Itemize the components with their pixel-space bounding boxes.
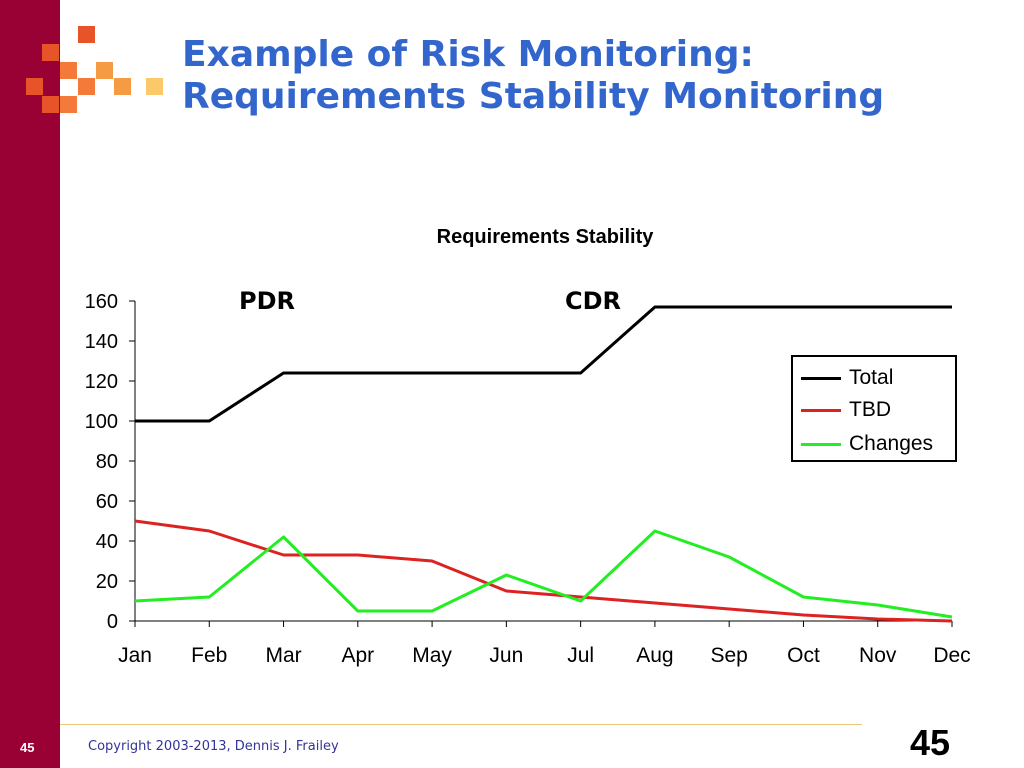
chart-title: Requirements Stability — [436, 226, 654, 248]
legend-item-tbd: TBD — [801, 395, 891, 425]
legend-label-total: Total — [849, 366, 894, 389]
legend-item-changes: Changes — [801, 429, 933, 459]
deco-square — [146, 78, 163, 95]
deco-square — [78, 26, 95, 43]
deco-square — [42, 44, 59, 61]
slide-title-line2: Requirements Stability Monitoring — [182, 76, 885, 117]
x-tick-label: Jan — [118, 644, 152, 667]
legend-swatch-changes — [801, 442, 841, 446]
series-line-tbd — [134, 519, 953, 623]
x-tick-label: Dec — [933, 644, 970, 667]
legend-swatch-total — [801, 376, 841, 380]
deco-square — [78, 78, 95, 95]
x-tick-label: Feb — [191, 644, 227, 667]
left-accent-bar — [0, 0, 60, 768]
page-number-large: 45 — [910, 722, 951, 763]
x-tick-label: Jul — [567, 644, 594, 667]
deco-square — [26, 78, 43, 95]
slide-title-line1: Example of Risk Monitoring: — [182, 34, 754, 75]
y-tick-label: 120 — [85, 371, 118, 393]
page-number-small: 45 — [20, 740, 35, 755]
cdr-annotation: CDR — [565, 287, 622, 315]
pdr-annotation: PDR — [239, 287, 295, 315]
copyright-text: Copyright 2003-2013, Dennis J. Frailey — [88, 739, 339, 754]
decorative-squares — [0, 0, 170, 115]
x-tick-label: May — [412, 644, 452, 667]
series-line-changes — [134, 529, 953, 619]
legend-item-total: Total — [801, 363, 893, 393]
chart-legend: Total TBD Changes — [791, 355, 957, 462]
y-tick-label: 40 — [96, 531, 118, 553]
y-tick-label: 0 — [107, 611, 118, 633]
deco-square — [60, 96, 77, 113]
deco-square — [114, 78, 131, 95]
deco-square — [60, 62, 77, 79]
legend-label-changes: Changes — [849, 432, 934, 455]
x-tick-label: Oct — [787, 644, 820, 667]
y-tick-label: 100 — [85, 411, 118, 433]
x-tick-label: Mar — [265, 644, 301, 667]
legend-label-tbd: TBD — [849, 398, 891, 421]
y-tick-label: 20 — [96, 571, 118, 593]
footer-divider — [60, 724, 862, 725]
y-tick-label: 60 — [96, 491, 118, 513]
deco-square — [42, 96, 59, 113]
legend-swatch-tbd — [801, 408, 841, 412]
y-tick-label: 80 — [96, 451, 118, 473]
x-tick-label: Apr — [341, 644, 374, 667]
deco-square — [96, 62, 113, 79]
x-tick-label: Nov — [859, 644, 897, 667]
x-tick-label: Aug — [636, 644, 673, 667]
x-tick-label: Sep — [710, 644, 747, 667]
y-tick-label: 140 — [85, 331, 118, 353]
series-line-total — [135, 305, 952, 423]
y-tick-label: 160 — [85, 291, 118, 313]
x-tick-label: Jun — [489, 644, 523, 667]
slide-title: Example of Risk Monitoring: Requirements… — [182, 34, 982, 118]
